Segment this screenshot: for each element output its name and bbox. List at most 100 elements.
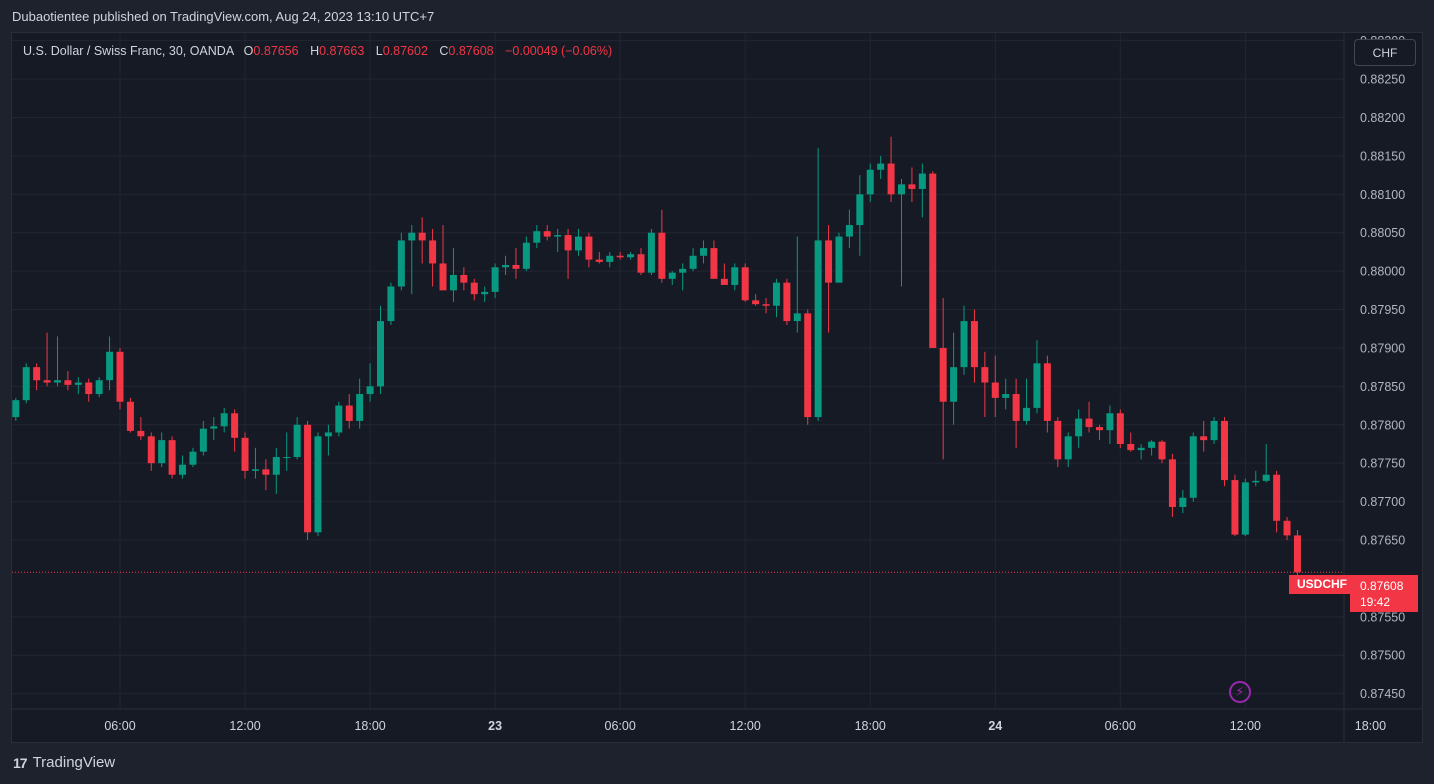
candle-body (814, 240, 822, 418)
candle (106, 336, 114, 391)
candle (137, 417, 145, 441)
candle (1189, 432, 1197, 502)
candle (1023, 378, 1031, 425)
candle-body (960, 321, 968, 368)
candle (1210, 417, 1218, 444)
candle (1054, 417, 1062, 468)
candle (262, 459, 270, 491)
candle (1168, 453, 1176, 517)
candle (283, 432, 291, 471)
candle (1200, 420, 1208, 452)
currency-button[interactable]: CHF (1354, 39, 1416, 66)
candle (877, 155, 885, 179)
candle (564, 228, 572, 279)
candle-body (408, 232, 416, 241)
candle-body (1043, 363, 1051, 421)
price-axis-label: 0.88050 (1360, 226, 1405, 240)
candle-body (1075, 418, 1083, 437)
candle-body (668, 272, 676, 279)
candle (689, 248, 697, 272)
candle-body (970, 321, 978, 368)
candle (53, 336, 61, 387)
candle-body (74, 382, 82, 385)
candle (720, 263, 728, 285)
ohlc-legend: U.S. Dollar / Swiss Franc, 30, OANDA O0.… (23, 44, 620, 58)
candle (616, 251, 624, 260)
candle (835, 232, 843, 283)
candle-body (429, 240, 437, 264)
candle (647, 228, 655, 275)
candle-body (262, 469, 270, 475)
last-price-symbol-tag: USDCHF (1289, 575, 1355, 594)
price-axis-label: 0.87500 (1360, 649, 1405, 663)
candlestick-chart[interactable]: 0.883000.882500.882000.881500.881000.880… (12, 33, 1423, 743)
candle-body (293, 424, 301, 458)
candle (783, 278, 791, 325)
candle (345, 394, 353, 429)
candle-body (835, 236, 843, 283)
candle-body (658, 232, 666, 279)
candle-body (1221, 420, 1229, 481)
candle (314, 432, 322, 537)
candle-body (939, 347, 947, 402)
candle (241, 432, 249, 479)
price-axis-label: 0.87950 (1360, 303, 1405, 317)
candle-body (106, 351, 114, 381)
tradingview-logo-icon: 17 (13, 754, 28, 771)
candle-body (512, 264, 520, 269)
candle-body (783, 282, 791, 322)
low-label: L (375, 44, 383, 58)
chart-frame[interactable]: 0.883000.882500.882000.881500.881000.880… (11, 32, 1423, 743)
candle-body (304, 424, 312, 533)
candle-body (522, 242, 530, 269)
candle (502, 255, 510, 275)
last-price-tag: 0.87608 19:42 (1350, 575, 1418, 612)
change-value: −0.00049 (−0.06%) (505, 44, 613, 58)
candle-body (908, 184, 916, 189)
candle (335, 401, 343, 437)
candle (595, 251, 603, 264)
candle-body (804, 313, 812, 418)
candle (856, 175, 864, 256)
candle (1262, 443, 1270, 483)
candle (397, 232, 405, 291)
candle-body (272, 457, 280, 475)
candle (64, 371, 72, 391)
brand[interactable]: 17 TradingView (13, 754, 115, 771)
candle (293, 417, 301, 460)
candle (772, 278, 780, 318)
candle-body (1054, 420, 1062, 460)
close-value: 0.87608 (448, 44, 494, 58)
lightning-icon[interactable]: ⚡ (1229, 681, 1251, 703)
candle-body (502, 264, 510, 268)
candle (991, 355, 999, 418)
price-axis-label: 0.87850 (1360, 380, 1405, 394)
candle (251, 447, 259, 479)
candle-body (335, 405, 343, 433)
candle-body (866, 169, 874, 195)
candle-body (720, 278, 728, 285)
candle-body (1033, 363, 1041, 408)
candle-body (53, 380, 61, 383)
candle (22, 363, 30, 404)
candle (668, 271, 676, 285)
price-axis-label: 0.87450 (1360, 687, 1405, 701)
candle-body (481, 291, 489, 295)
candle (449, 248, 457, 302)
candle (304, 420, 312, 540)
candle (804, 309, 812, 425)
candle (522, 236, 530, 272)
candle (908, 167, 916, 202)
candle-body (199, 428, 207, 452)
close-label: C (439, 44, 449, 58)
candle-body (460, 274, 468, 283)
bar-countdown: 19:42 (1360, 595, 1391, 609)
candle (970, 309, 978, 383)
candle (356, 378, 364, 429)
price-axis-label: 0.88200 (1360, 111, 1405, 125)
candle-body (772, 282, 780, 306)
candle-body (95, 380, 103, 395)
candle-body (314, 436, 322, 533)
candle (679, 263, 687, 291)
candle (95, 377, 103, 398)
